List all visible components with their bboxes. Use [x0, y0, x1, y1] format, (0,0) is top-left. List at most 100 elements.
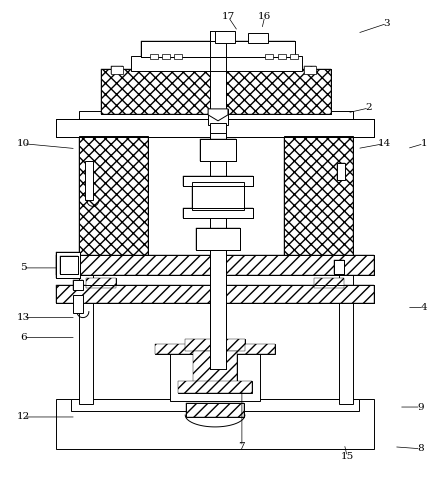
Bar [210, 123, 226, 133]
Text: 15: 15 [340, 452, 354, 461]
Bar [215, 31, 235, 43]
Bar [56, 252, 80, 278]
Bar [73, 280, 83, 290]
Bar [314, 278, 344, 288]
Bar [73, 295, 83, 313]
Bar [218, 228, 240, 250]
Bar [155, 345, 275, 354]
Bar [60, 256, 78, 274]
Text: 12: 12 [17, 412, 30, 422]
Bar [183, 177, 253, 187]
Bar [284, 136, 353, 255]
Bar [337, 162, 345, 181]
Bar [101, 69, 332, 114]
Bar [196, 228, 240, 250]
Bar [141, 41, 294, 57]
Bar [141, 41, 294, 57]
Bar [183, 208, 253, 218]
Bar [305, 66, 316, 74]
Bar [56, 285, 374, 303]
Bar [85, 160, 93, 200]
Bar [186, 403, 244, 417]
Bar [185, 340, 245, 352]
Text: 4: 4 [420, 303, 427, 312]
Bar [284, 119, 353, 137]
Bar [265, 54, 273, 59]
Bar [284, 136, 353, 255]
Bar [56, 252, 80, 278]
Bar [148, 136, 284, 255]
Bar [141, 41, 294, 57]
Bar [79, 136, 148, 255]
Polygon shape [208, 109, 228, 121]
Bar [196, 228, 218, 250]
Bar [56, 399, 374, 449]
Bar [79, 111, 353, 121]
Bar [183, 208, 253, 218]
Bar [210, 31, 226, 369]
Bar [56, 255, 374, 275]
Bar [56, 255, 374, 275]
Bar [334, 260, 344, 274]
Text: 9: 9 [418, 402, 424, 411]
Bar [200, 139, 236, 160]
Text: 7: 7 [239, 442, 245, 451]
Bar [305, 66, 316, 74]
Bar [111, 66, 123, 74]
Bar [60, 256, 78, 274]
Bar [79, 136, 148, 255]
Bar [284, 136, 353, 255]
Bar [339, 121, 353, 404]
Bar [79, 136, 148, 255]
Bar [56, 255, 374, 275]
Bar [314, 278, 344, 288]
Bar [183, 177, 253, 187]
Bar [186, 403, 244, 417]
Text: 14: 14 [377, 139, 391, 148]
Bar [200, 139, 236, 160]
Bar [101, 69, 332, 114]
Bar [151, 54, 159, 59]
Bar [71, 399, 359, 411]
Bar [334, 260, 344, 274]
Text: 5: 5 [20, 264, 26, 273]
Bar [278, 54, 286, 59]
Bar [183, 177, 253, 187]
Bar [193, 352, 237, 383]
Bar [155, 345, 275, 354]
Text: 2: 2 [366, 104, 372, 112]
Bar [170, 350, 260, 401]
Bar [192, 183, 244, 210]
Bar [56, 285, 374, 303]
Bar [56, 119, 374, 137]
Bar [73, 280, 83, 290]
Bar [60, 256, 78, 274]
Bar [111, 66, 123, 74]
Bar [56, 285, 374, 303]
Bar [86, 278, 116, 288]
Text: 10: 10 [17, 139, 30, 148]
Bar [130, 56, 302, 71]
Bar [56, 252, 80, 278]
Text: 6: 6 [20, 333, 26, 342]
Bar [337, 162, 345, 181]
Bar [192, 183, 244, 210]
Bar [86, 278, 116, 288]
Bar [183, 208, 253, 218]
Bar [101, 69, 332, 114]
Bar [178, 381, 252, 393]
Text: 8: 8 [418, 444, 424, 453]
Bar [208, 109, 228, 125]
Bar [174, 54, 182, 59]
Text: 17: 17 [221, 12, 235, 21]
Bar [56, 119, 374, 137]
Bar [192, 183, 244, 210]
Bar [185, 340, 245, 352]
Bar [200, 139, 236, 160]
Bar [79, 121, 93, 404]
Bar [162, 54, 170, 59]
Bar [178, 381, 252, 393]
Bar [289, 54, 297, 59]
Bar [196, 228, 240, 250]
Text: 3: 3 [383, 19, 390, 28]
